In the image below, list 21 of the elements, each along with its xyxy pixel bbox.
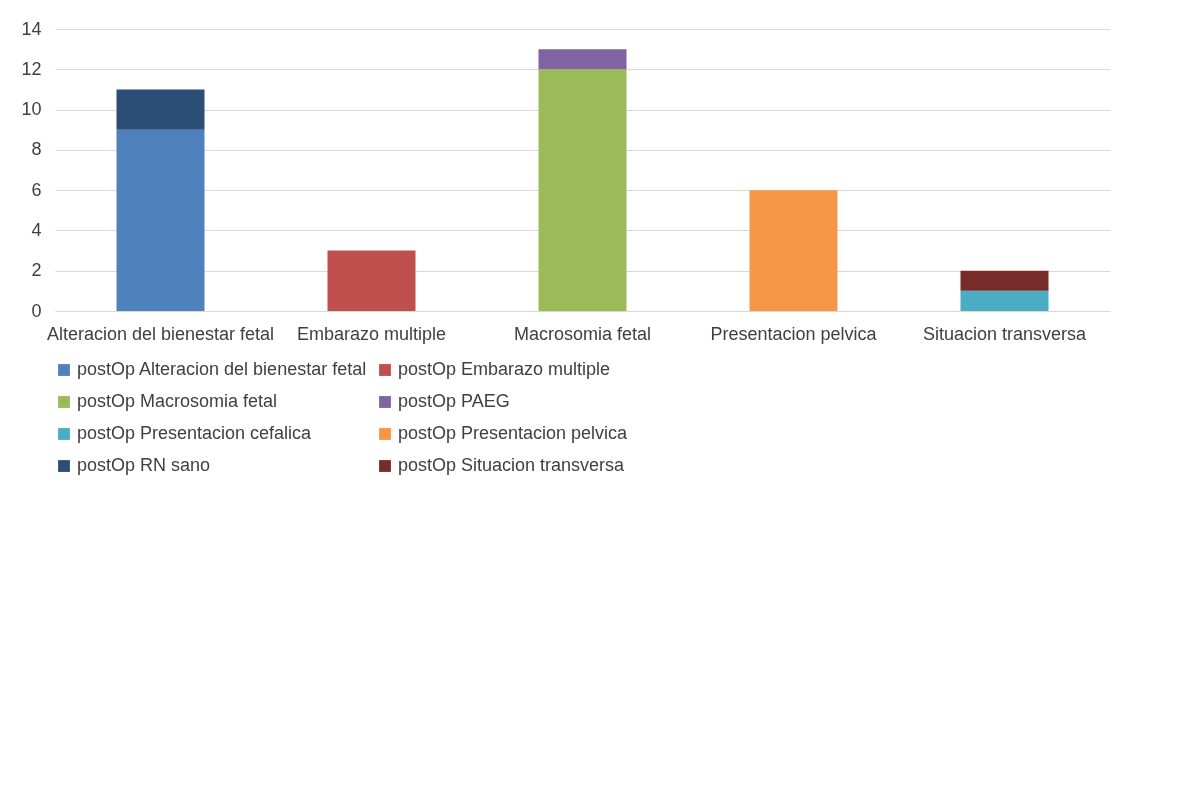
y-tick-label: 6: [31, 179, 42, 200]
y-tick-label: 14: [21, 18, 42, 39]
legend-label: postOp Presentacion cefalica: [77, 423, 313, 443]
y-tick-label: 0: [31, 300, 42, 321]
legend-label: postOp Embarazo multiple: [398, 359, 611, 379]
y-tick-label: 4: [31, 219, 42, 240]
legend-label: postOp Presentacion pelvica: [398, 423, 629, 443]
x-tick-label: Macrosomia fetal: [513, 323, 652, 344]
x-tick-label: Embarazo multiple: [296, 323, 447, 344]
x-tick-label: Situacion transversa: [922, 323, 1088, 344]
y-tick-label: 10: [21, 99, 42, 120]
legend-label: postOp Macrosomia fetal: [77, 391, 278, 411]
y-tick-label: 2: [31, 260, 42, 281]
legend-label: postOp PAEG: [398, 391, 510, 411]
legend-label: postOp Alteracion del bienestar fetal: [77, 359, 367, 379]
x-tick-label: Alteracion del bienestar fetal: [46, 323, 275, 344]
y-tick-label: 12: [21, 58, 42, 79]
y-tick-label: 8: [31, 139, 42, 160]
legend-label: postOp Situacion transversa: [398, 455, 626, 475]
legend-label: postOp RN sano: [77, 455, 211, 475]
x-tick-label: Presentacion pelvica: [710, 323, 878, 344]
